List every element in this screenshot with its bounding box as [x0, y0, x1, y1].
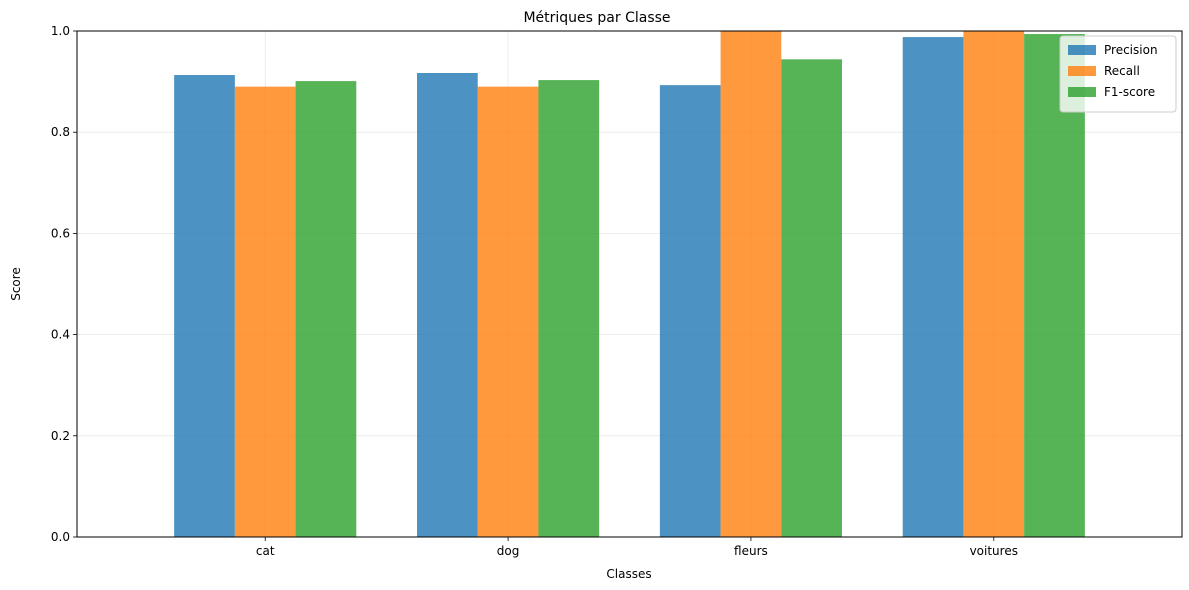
y-tick-label: 0.8: [51, 125, 70, 139]
x-tick-label-cat: cat: [256, 544, 275, 558]
bar-precision-voitures: [902, 37, 964, 538]
bar-f1-score-voitures: [1024, 34, 1085, 537]
legend-label-f1-score: F1-score: [1104, 85, 1155, 99]
x-axis-label: Classes: [606, 567, 651, 581]
y-tick-label: 0.2: [51, 429, 70, 443]
legend-swatch-precision: [1068, 45, 1096, 55]
legend-label-recall: Recall: [1104, 64, 1140, 78]
legend-swatch-f1-score: [1068, 87, 1096, 97]
bar-precision-dog: [417, 72, 478, 538]
y-tick-label: 0.0: [51, 530, 70, 544]
bars: [174, 31, 1085, 538]
plot-frame: [76, 30, 1183, 538]
legend: Precision Recall F1-score: [1059, 35, 1177, 113]
chart-title: Métriques par Classe: [523, 10, 670, 26]
bar-precision-fleurs: [659, 85, 721, 537]
y-tick-label: 0.6: [51, 226, 70, 240]
legend-label-precision: Precision: [1104, 43, 1158, 57]
y-tick-label: 0.4: [51, 328, 70, 342]
bar-f1-score-cat: [295, 81, 357, 538]
bar-f1-score-dog: [538, 80, 600, 537]
bar-recall-fleurs: [720, 31, 782, 537]
x-tick-label-voitures: voitures: [970, 544, 1018, 558]
axis-ticks: 0.0 0.2 0.4 0.6 0.8 1.0 cat dog fleurs voitures: [51, 24, 1018, 558]
y-tick-label: 1.0: [51, 24, 70, 38]
y-axis-label: Score: [9, 267, 23, 301]
x-tick-label-fleurs: fleurs: [734, 544, 768, 558]
legend-swatch-recall: [1068, 66, 1096, 76]
bar-precision-cat: [174, 75, 235, 537]
bar-recall-dog: [477, 86, 539, 537]
bar-recall-cat: [234, 86, 296, 537]
bar-recall-voitures: [963, 31, 1025, 537]
x-tick-label-dog: dog: [497, 544, 520, 558]
bar-f1-score-fleurs: [781, 59, 842, 537]
